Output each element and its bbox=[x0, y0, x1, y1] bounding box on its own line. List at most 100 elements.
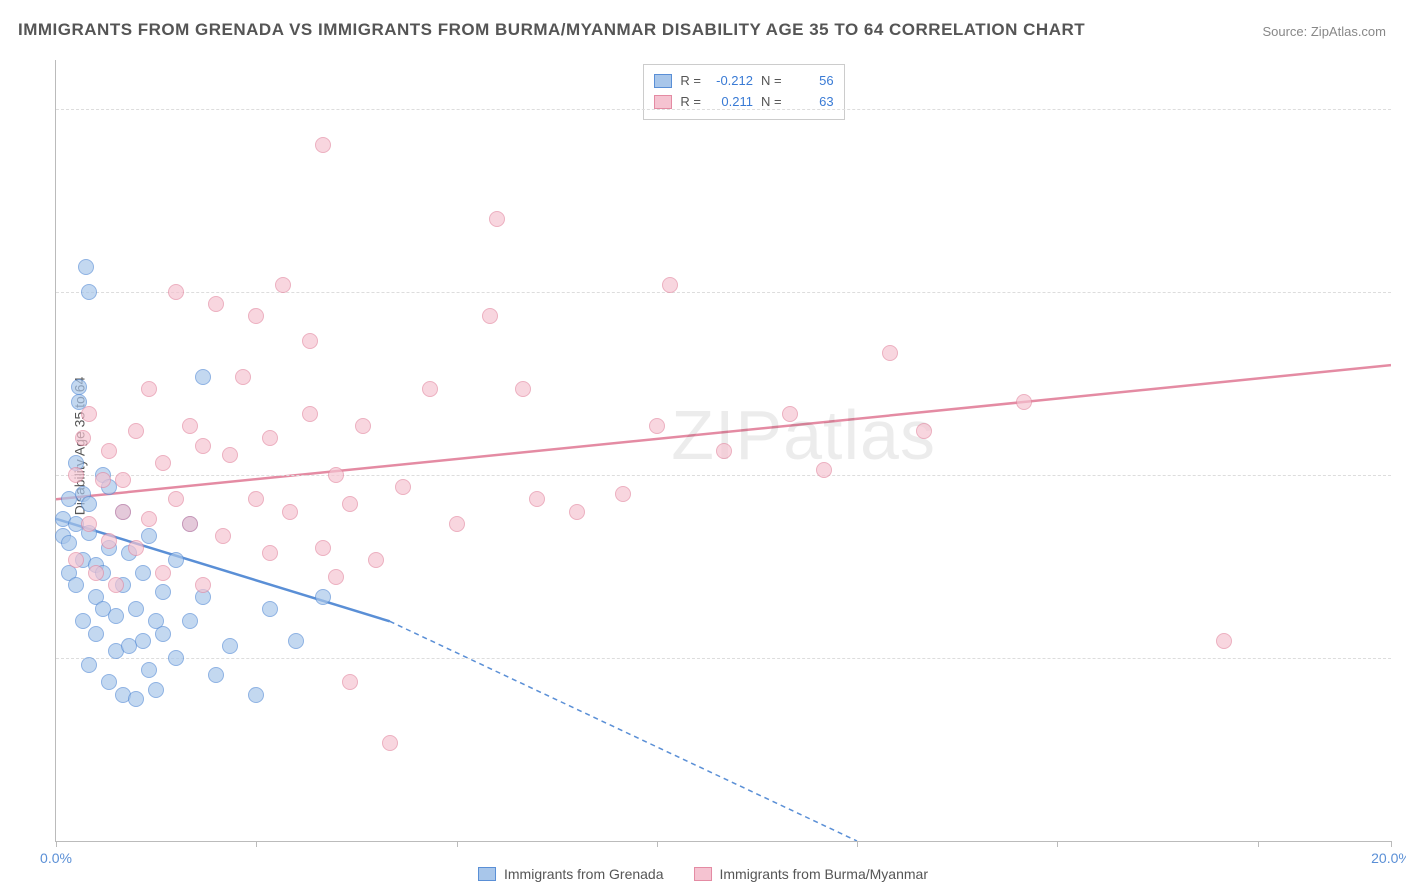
data-point bbox=[68, 577, 84, 593]
source-link[interactable]: ZipAtlas.com bbox=[1311, 24, 1386, 39]
data-point bbox=[108, 608, 124, 624]
data-point bbox=[302, 333, 318, 349]
data-point bbox=[141, 511, 157, 527]
source-label: Source: ZipAtlas.com bbox=[1262, 24, 1386, 39]
data-point bbox=[71, 379, 87, 395]
data-point bbox=[1216, 633, 1232, 649]
data-point bbox=[168, 552, 184, 568]
x-tick-label: 0.0% bbox=[40, 850, 72, 866]
data-point bbox=[916, 423, 932, 439]
data-point bbox=[342, 496, 358, 512]
swatch-series-b bbox=[654, 95, 672, 109]
x-tick-label: 20.0% bbox=[1371, 850, 1406, 866]
data-point bbox=[81, 516, 97, 532]
data-point bbox=[128, 601, 144, 617]
data-point bbox=[248, 308, 264, 324]
data-point bbox=[78, 259, 94, 275]
data-point bbox=[95, 472, 111, 488]
legend-swatch-a bbox=[478, 867, 496, 881]
data-point bbox=[615, 486, 631, 502]
legend-label-b: Immigrants from Burma/Myanmar bbox=[720, 866, 928, 882]
chart-container: IMMIGRANTS FROM GRENADA VS IMMIGRANTS FR… bbox=[0, 0, 1406, 892]
data-point bbox=[422, 381, 438, 397]
x-tick bbox=[56, 841, 57, 847]
x-tick bbox=[857, 841, 858, 847]
data-point bbox=[355, 418, 371, 434]
bottom-legend: Immigrants from Grenada Immigrants from … bbox=[478, 866, 928, 882]
x-tick bbox=[457, 841, 458, 847]
data-point bbox=[168, 491, 184, 507]
data-point bbox=[816, 462, 832, 478]
gridline bbox=[56, 109, 1391, 110]
data-point bbox=[182, 516, 198, 532]
data-point bbox=[135, 565, 151, 581]
data-point bbox=[782, 406, 798, 422]
data-point bbox=[141, 662, 157, 678]
data-point bbox=[101, 443, 117, 459]
data-point bbox=[215, 528, 231, 544]
legend-item-b: Immigrants from Burma/Myanmar bbox=[694, 866, 928, 882]
data-point bbox=[275, 277, 291, 293]
data-point bbox=[222, 638, 238, 654]
data-point bbox=[81, 657, 97, 673]
data-point bbox=[81, 406, 97, 422]
data-point bbox=[68, 467, 84, 483]
data-point bbox=[155, 626, 171, 642]
gridline bbox=[56, 475, 1391, 476]
n-value-a: 56 bbox=[790, 71, 834, 92]
data-point bbox=[248, 491, 264, 507]
data-point bbox=[395, 479, 411, 495]
data-point bbox=[716, 443, 732, 459]
data-point bbox=[141, 381, 157, 397]
legend-swatch-b bbox=[694, 867, 712, 881]
data-point bbox=[208, 667, 224, 683]
stats-row-a: R = -0.212 N = 56 bbox=[654, 71, 833, 92]
gridline bbox=[56, 658, 1391, 659]
x-tick bbox=[657, 841, 658, 847]
data-point bbox=[115, 472, 131, 488]
data-point bbox=[449, 516, 465, 532]
data-point bbox=[182, 418, 198, 434]
data-point bbox=[1016, 394, 1032, 410]
data-point bbox=[315, 540, 331, 556]
data-point bbox=[168, 284, 184, 300]
data-point bbox=[68, 552, 84, 568]
data-point bbox=[262, 430, 278, 446]
data-point bbox=[315, 137, 331, 153]
data-point bbox=[482, 308, 498, 324]
watermark: ZIPatlas bbox=[671, 395, 936, 475]
data-point bbox=[342, 674, 358, 690]
trend-line bbox=[56, 365, 1391, 499]
gridline bbox=[56, 292, 1391, 293]
data-point bbox=[88, 565, 104, 581]
r-value-a: -0.212 bbox=[709, 71, 753, 92]
swatch-series-a bbox=[654, 74, 672, 88]
data-point bbox=[515, 381, 531, 397]
data-point bbox=[135, 633, 151, 649]
data-point bbox=[882, 345, 898, 361]
data-point bbox=[101, 533, 117, 549]
data-point bbox=[115, 504, 131, 520]
data-point bbox=[489, 211, 505, 227]
x-tick bbox=[256, 841, 257, 847]
data-point bbox=[262, 545, 278, 561]
data-point bbox=[208, 296, 224, 312]
x-tick bbox=[1391, 841, 1392, 847]
data-point bbox=[222, 447, 238, 463]
data-point bbox=[328, 467, 344, 483]
data-point bbox=[88, 626, 104, 642]
data-point bbox=[81, 284, 97, 300]
data-point bbox=[182, 613, 198, 629]
data-point bbox=[382, 735, 398, 751]
data-point bbox=[569, 504, 585, 520]
data-point bbox=[195, 369, 211, 385]
data-point bbox=[662, 277, 678, 293]
data-point bbox=[141, 528, 157, 544]
data-point bbox=[168, 650, 184, 666]
data-point bbox=[75, 613, 91, 629]
data-point bbox=[108, 577, 124, 593]
data-point bbox=[155, 565, 171, 581]
data-point bbox=[128, 540, 144, 556]
x-tick bbox=[1258, 841, 1259, 847]
legend-item-a: Immigrants from Grenada bbox=[478, 866, 664, 882]
